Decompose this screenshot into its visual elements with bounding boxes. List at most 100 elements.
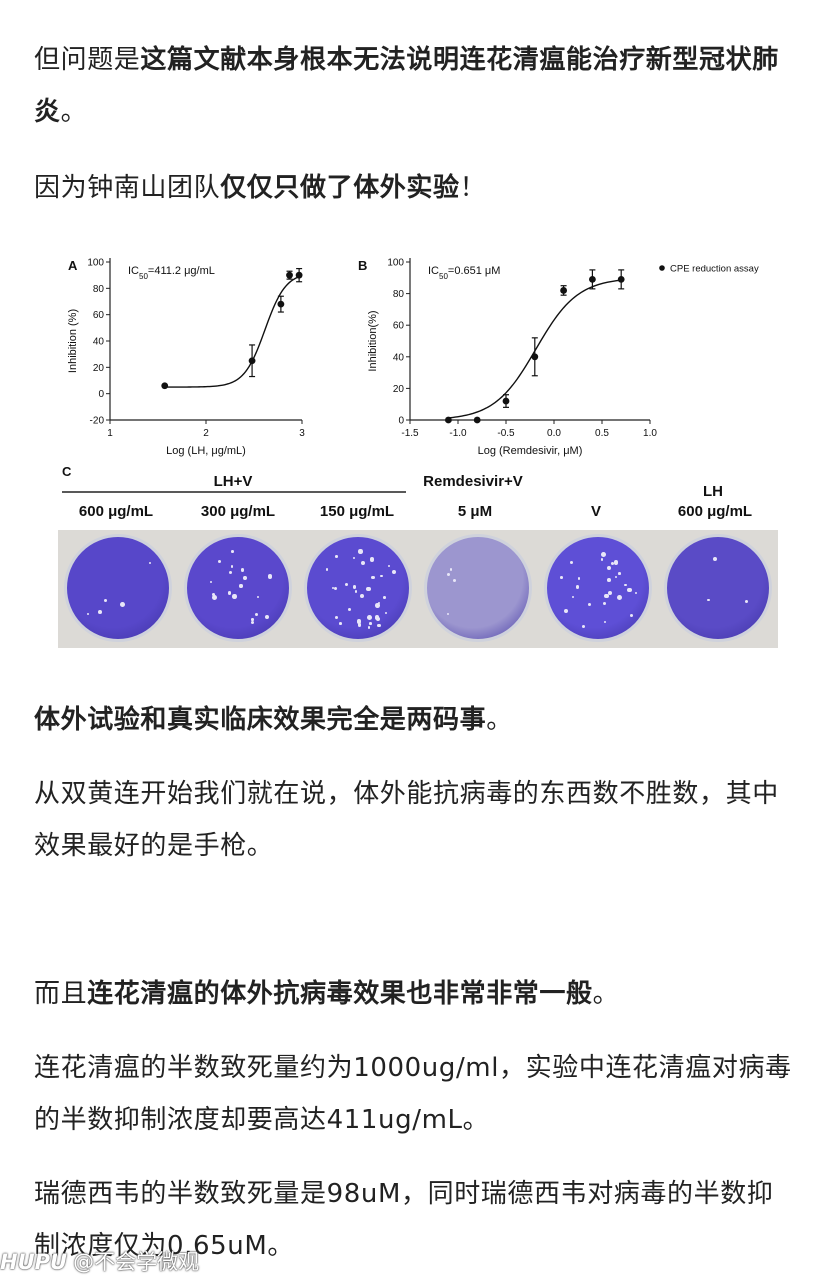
- plaque-spot: [230, 565, 233, 568]
- plaque-spot: [607, 578, 612, 583]
- plaque-spot: [571, 595, 575, 599]
- legend-marker: [659, 265, 665, 271]
- plaque-spot: [604, 621, 607, 624]
- plaque-spot: [103, 598, 108, 603]
- plaque-spot: [375, 603, 381, 608]
- plaque-spot: [577, 577, 581, 581]
- data-point: [295, 271, 303, 279]
- plaque-spot: [601, 558, 604, 561]
- y-tick-label: 60: [93, 310, 105, 321]
- paragraph-7: 瑞德西韦的半数致死量是98uM，同时瑞德西韦对病毒的半数抑制浓度仅为0.65uM…: [34, 1179, 774, 1261]
- legend-label: CPE reduction assay: [670, 264, 759, 275]
- data-point: [473, 416, 481, 424]
- plaque-spot: [610, 561, 615, 565]
- plaque-spot: [119, 602, 125, 608]
- plaque-spot: [257, 595, 260, 598]
- x-tick-label: 0.5: [595, 428, 609, 439]
- plaque-spot: [254, 613, 259, 617]
- plaque-spot: [629, 613, 634, 618]
- data-point: [502, 397, 510, 405]
- p2-plain: 因为钟南山团队: [34, 173, 221, 203]
- plaque-spot: [604, 593, 609, 599]
- panel-letter: A: [68, 258, 78, 273]
- paragraph-1: 但问题是这篇文献本身根本无法说明连花清瘟能治疗新型冠状肺炎。: [34, 34, 794, 138]
- plaque-spot: [744, 600, 748, 604]
- plaque-spot: [379, 574, 383, 578]
- plate-cell: [58, 530, 178, 648]
- p5-bold: 连花清瘟的体外抗病毒效果也非常非常一般: [87, 979, 593, 1009]
- x-tick-label: 2: [203, 428, 209, 439]
- culture-plate: [304, 534, 412, 642]
- x-tick-label: -1.5: [401, 428, 419, 439]
- plaque-spot: [387, 564, 391, 568]
- y-tick-label: 100: [387, 258, 404, 269]
- plaque-spot: [366, 586, 371, 592]
- group-label-lhv: LH+V: [214, 473, 253, 490]
- plaque-spot: [232, 594, 237, 599]
- plaque-spot: [614, 575, 617, 579]
- plaque-spot: [371, 575, 375, 579]
- plaque-spot: [627, 587, 632, 593]
- x-tick-label: 1: [107, 428, 113, 439]
- paragraph-2: 因为钟南山团队仅仅只做了体外实验！: [34, 162, 794, 214]
- plaque-spot: [345, 583, 349, 586]
- y-tick-label: 40: [93, 337, 105, 348]
- chart-a: A IC50=411.2 μg/mL -20 0 20 40 60 80 100 1 2 3 Log (…: [67, 258, 305, 458]
- plaque-spot: [618, 572, 621, 575]
- plaque-spot: [217, 559, 222, 564]
- plaque-spot: [560, 575, 563, 579]
- y-tick-label: 20: [393, 384, 405, 395]
- x-tick-label: -0.5: [497, 428, 515, 439]
- data-point: [286, 271, 293, 279]
- plaque-spot: [446, 572, 450, 576]
- y-tick-label: 0: [398, 416, 404, 427]
- plaque-spot: [564, 609, 569, 614]
- plaque-spot: [333, 587, 337, 591]
- plate-cell: [298, 530, 418, 648]
- culture-plate: [184, 534, 292, 642]
- plaque-spot: [212, 592, 216, 596]
- p3-tail: 。: [486, 705, 513, 735]
- watermark-handle: @不会学微观: [73, 1250, 200, 1274]
- x-tick-label: 0.0: [547, 428, 561, 439]
- p1-bold: 这篇文献本身根本无法说明连花清瘟能治疗新型冠状肺炎: [34, 45, 779, 127]
- data-point: [277, 300, 285, 308]
- plaque-spot: [369, 622, 372, 625]
- x-tick-label: 1.0: [643, 428, 657, 439]
- plaque-spot: [148, 562, 152, 565]
- plaque-spot: [377, 624, 381, 628]
- panel-c-header: C LH+V Remdesivir+V LH 600 μg/mL 300 μg/…: [62, 464, 752, 520]
- y-tick-label: 80: [393, 289, 405, 300]
- condition-3: 150 μg/mL: [320, 503, 394, 520]
- data-point: [531, 353, 539, 361]
- x-tick-label: -1.0: [449, 428, 467, 439]
- fit-curve: [162, 275, 302, 388]
- plate-cell: [658, 530, 778, 648]
- data-point: [445, 416, 452, 424]
- plaque-spot: [618, 595, 622, 599]
- chart-b: B IC50=0.651 μM 0 20 40 60 80 100 -1.5 -1.0 -0.5 0.…: [358, 258, 759, 458]
- culture-plate: [664, 534, 772, 642]
- data-point: [617, 275, 625, 283]
- p1-plain: 但问题是: [34, 45, 141, 75]
- plaque-spot: [228, 570, 233, 575]
- plaque-spot: [354, 590, 358, 593]
- y-tick-label: 60: [393, 321, 405, 332]
- plaque-spot: [634, 591, 638, 595]
- x-tick-label: 3: [299, 428, 305, 439]
- plaque-spot: [601, 552, 607, 557]
- plaque-spot: [707, 598, 710, 602]
- plaque-spot: [228, 591, 232, 595]
- culture-plate: [544, 534, 652, 642]
- paragraph-6: 连花清瘟的半数致死量约为1000ug/ml，实验中连花清瘟对病毒的半数抑制浓度却…: [34, 1053, 792, 1135]
- plaque-spot: [239, 584, 243, 588]
- watermark-brand: HUPU: [0, 1250, 68, 1274]
- y-axis-label: Inhibition (%): [67, 309, 79, 373]
- plate-cell: [538, 530, 658, 648]
- p2-tail: ！: [459, 173, 487, 203]
- plaque-spot: [588, 603, 592, 607]
- plaque-spot: [210, 581, 213, 584]
- plaque-spot: [332, 586, 335, 590]
- data-point: [248, 357, 256, 365]
- plaque-spot: [97, 609, 102, 614]
